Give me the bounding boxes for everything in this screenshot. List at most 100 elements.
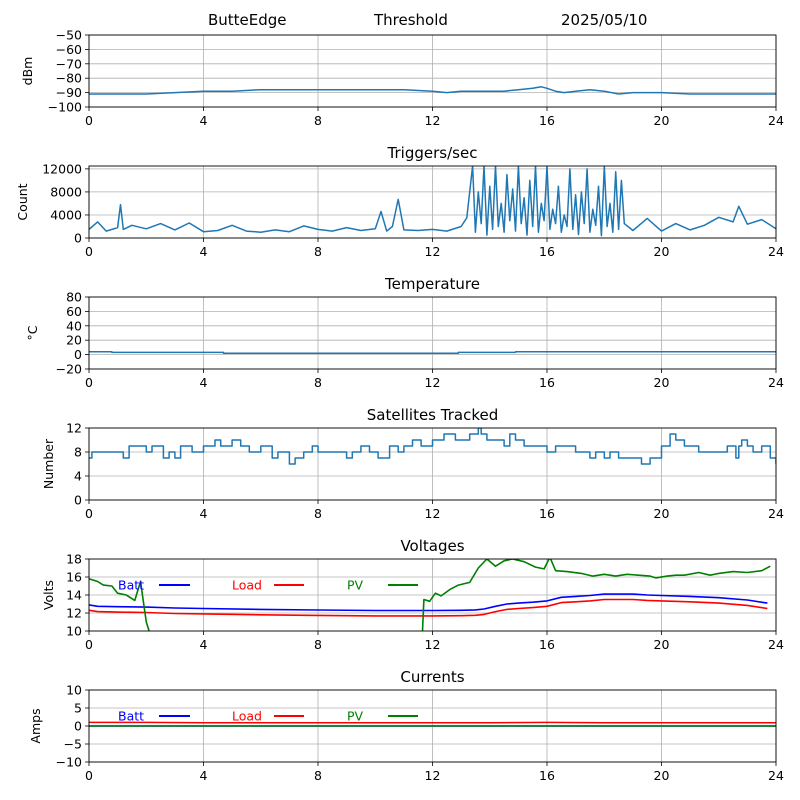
x-tick-label: 16 xyxy=(539,113,555,128)
x-tick-label: 4 xyxy=(200,506,208,521)
x-tick-label: 0 xyxy=(85,506,93,521)
date-label: 2025/05/10 xyxy=(561,11,648,29)
x-tick-label: 8 xyxy=(314,506,322,521)
x-tick-label: 20 xyxy=(654,637,670,652)
x-tick-label: 0 xyxy=(85,768,93,783)
y-axis-label: Volts xyxy=(41,580,56,610)
y-tick-label: −90 xyxy=(56,85,82,100)
x-tick-label: 16 xyxy=(539,506,555,521)
y-axis-label: Number xyxy=(41,438,56,489)
station-name: ButteEdge xyxy=(208,11,287,29)
legend-label-load: Load xyxy=(232,578,262,593)
y-tick-label: 4 xyxy=(74,469,82,484)
x-tick-label: 20 xyxy=(654,375,670,390)
y-axis-label: dBm xyxy=(20,57,35,86)
x-tick-label: 24 xyxy=(768,375,784,390)
series-triggers-line xyxy=(89,166,776,237)
y-tick-label: −100 xyxy=(48,100,82,115)
x-tick-label: 4 xyxy=(200,768,208,783)
y-tick-label: 0 xyxy=(74,719,82,734)
x-tick-label: 24 xyxy=(768,113,784,128)
y-tick-label: 80 xyxy=(66,290,82,305)
x-tick-label: 12 xyxy=(425,113,441,128)
y-tick-label: 10 xyxy=(66,683,82,698)
y-tick-label: 0 xyxy=(74,347,82,362)
x-tick-label: 8 xyxy=(314,113,322,128)
x-tick-label: 8 xyxy=(314,768,322,783)
x-tick-label: 12 xyxy=(425,244,441,259)
y-tick-label: −70 xyxy=(56,56,82,71)
legend-label-batt: Batt xyxy=(118,709,144,724)
y-axis-label: Amps xyxy=(28,708,43,743)
x-tick-label: 4 xyxy=(200,113,208,128)
x-tick-label: 4 xyxy=(200,244,208,259)
chart-title: Satellites Tracked xyxy=(367,406,498,424)
y-tick-label: 60 xyxy=(66,304,82,319)
y-tick-label: 8 xyxy=(74,445,82,460)
y-tick-label: −80 xyxy=(56,71,82,86)
chart-title: Triggers/sec xyxy=(387,144,478,162)
mode-label: Threshold xyxy=(374,11,448,29)
y-tick-label: −20 xyxy=(56,362,82,377)
x-tick-label: 20 xyxy=(654,768,670,783)
series-temperature-line xyxy=(89,350,776,354)
x-tick-label: 16 xyxy=(539,375,555,390)
x-tick-label: 20 xyxy=(654,506,670,521)
series-pv-line xyxy=(89,578,150,631)
chart-satellites: 0 4 8 12 16 20 24 0 4 8 12 Satellites Tracked Number xyxy=(41,406,784,521)
series-batt-line xyxy=(89,593,768,612)
y-tick-label: 12 xyxy=(66,606,82,621)
x-tick-label: 24 xyxy=(768,506,784,521)
y-tick-label: 8000 xyxy=(50,184,82,199)
chart-voltages: 0 4 8 12 16 20 24 10 12 14 16 18 Voltages Volts Batt Lo… xyxy=(41,537,784,652)
x-tick-label: 20 xyxy=(654,113,670,128)
y-tick-label: −50 xyxy=(56,28,82,43)
legend-label-pv: PV xyxy=(347,709,364,724)
y-tick-label: 20 xyxy=(66,333,82,348)
x-tick-label: 24 xyxy=(768,637,784,652)
chart-triggers: 0 4 8 12 16 20 24 0 4000 8000 12000 Triggers/sec Cou… xyxy=(15,144,784,259)
legend-label-pv: PV xyxy=(347,578,364,593)
y-tick-label: −5 xyxy=(64,737,82,752)
legend-label-batt: Batt xyxy=(118,578,144,593)
x-tick-label: 8 xyxy=(314,375,322,390)
x-tick-label: 12 xyxy=(425,637,441,652)
x-tick-label: 20 xyxy=(654,244,670,259)
y-tick-label: 18 xyxy=(66,552,82,567)
y-tick-label: 12000 xyxy=(42,161,82,176)
y-tick-label: 0 xyxy=(74,231,82,246)
series-satellites-line xyxy=(89,428,776,465)
series-pv-line xyxy=(421,559,771,631)
y-tick-label: 16 xyxy=(66,570,82,585)
x-tick-label: 16 xyxy=(539,244,555,259)
series-noise-line xyxy=(89,86,776,95)
y-tick-label: 5 xyxy=(74,701,82,716)
legend-label-load: Load xyxy=(232,709,262,724)
chart-noise: 0 4 8 12 16 20 24 −100−90−80−70−60−50 dBm xyxy=(20,28,784,129)
x-tick-label: 16 xyxy=(539,637,555,652)
x-tick-label: 0 xyxy=(85,113,93,128)
y-tick-label: −10 xyxy=(56,755,82,770)
series-load-line xyxy=(89,598,768,617)
y-axis-label: °C xyxy=(25,325,40,340)
y-axis-label: Count xyxy=(15,183,30,220)
y-tick-label: 12 xyxy=(66,421,82,436)
x-tick-label: 12 xyxy=(425,375,441,390)
x-tick-label: 0 xyxy=(85,375,93,390)
x-tick-label: 12 xyxy=(425,506,441,521)
y-tick-label: 14 xyxy=(66,588,82,603)
x-tick-label: 12 xyxy=(425,768,441,783)
x-tick-label: 0 xyxy=(85,637,93,652)
chart-title: Voltages xyxy=(400,537,464,555)
x-tick-label: 16 xyxy=(539,768,555,783)
x-tick-label: 8 xyxy=(314,637,322,652)
x-tick-label: 24 xyxy=(768,244,784,259)
y-tick-label: 0 xyxy=(74,493,82,508)
chart-title: Temperature xyxy=(384,275,480,293)
y-tick-label: 10 xyxy=(66,624,82,639)
x-tick-label: 0 xyxy=(85,244,93,259)
chart-title: Currents xyxy=(400,668,464,686)
x-tick-label: 4 xyxy=(200,375,208,390)
